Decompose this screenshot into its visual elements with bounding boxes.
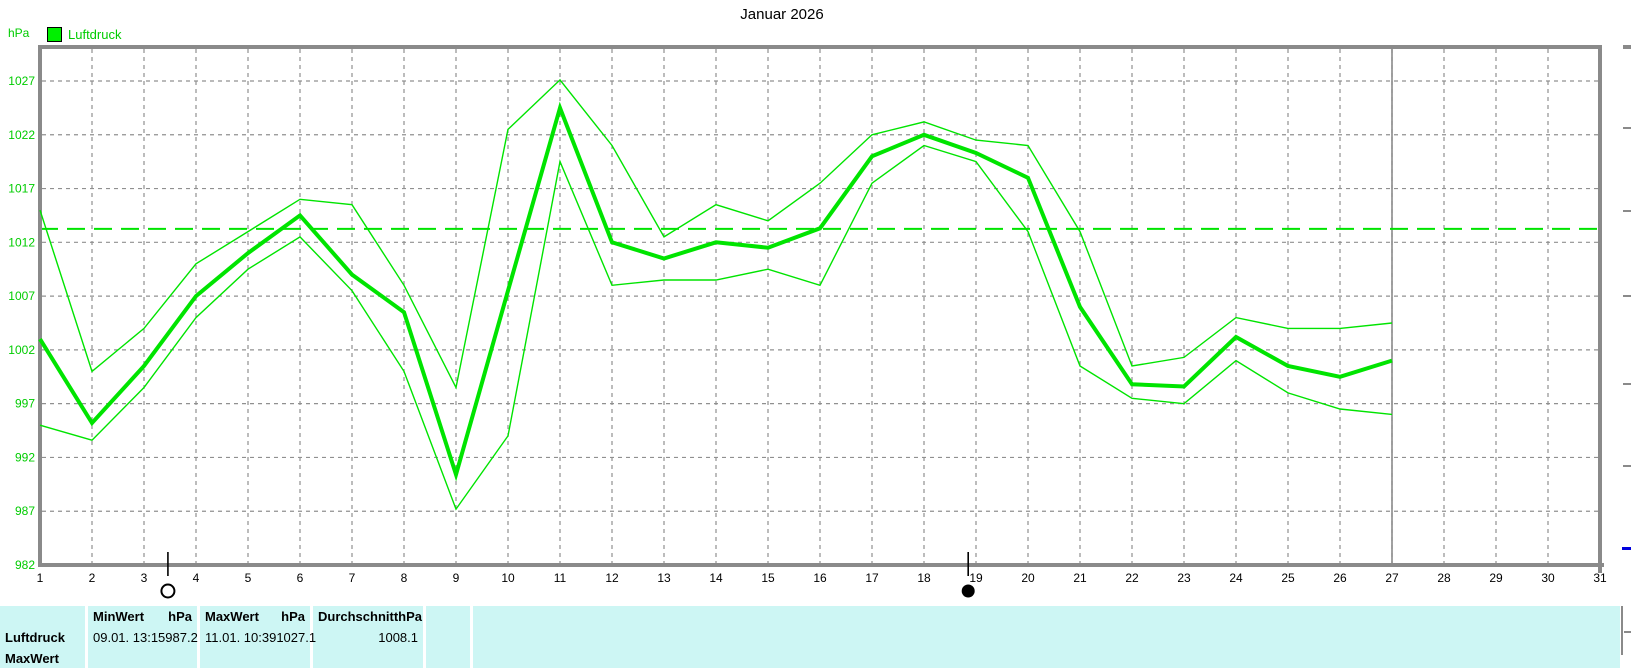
y-tick-label: 1012 [8,235,35,249]
table-header-max: MaxWert hPa [200,609,310,627]
adjacent-chart-fragment [1622,45,1631,550]
x-tick-label: 29 [1489,571,1503,585]
x-tick-label: 30 [1541,571,1555,585]
table-cell-spare [426,606,470,668]
max-value: 1027.1 [276,630,317,645]
x-tick-label: 14 [709,571,723,585]
x-tick-label: 18 [917,571,931,585]
x-tick-label: 19 [969,571,983,585]
moon-phase-full-moon-icon [160,552,176,599]
pressure-tagesmaximum-line [39,78,1393,390]
y-tick-label: 982 [15,558,35,572]
x-tick-label: 8 [401,571,408,585]
x-tick-label: 9 [453,571,460,585]
x-tick-label: 2 [89,571,96,585]
y-tick-label: 1027 [8,74,35,88]
table-value-max: 11.01. 10:39 1027.1 [200,630,316,648]
x-tick-label: 24 [1229,571,1243,585]
x-tick-label: 16 [813,571,827,585]
x-tick-label: 31 [1593,571,1607,585]
table-cell-filler [473,606,1620,668]
x-tick-label: 21 [1073,571,1087,585]
y-tick-label: 992 [15,450,35,464]
legend-swatch-icon [47,27,62,42]
min-header-unit: hPa [168,609,192,624]
y-tick-label: 1022 [8,128,35,142]
x-tick-label: 13 [657,571,671,585]
x-tick-label: 22 [1125,571,1139,585]
min-header-title: MinWert [93,609,145,624]
x-tick-label: 12 [605,571,619,585]
x-tick-label: 26 [1333,571,1347,585]
table-row-label-maxwert: MaxWert [5,651,59,666]
y-tick-label: 1002 [8,343,35,357]
y-axis-labels: 982 987 992 997 1002 1007 1012 1017 1022 1027 [8,74,35,572]
adjacent-table-dash [1624,631,1631,633]
table-value-avg: 1008.1 [313,630,423,648]
y-tick-label: 1017 [8,182,35,196]
legend-label: Luftdruck [68,27,122,42]
x-tick-label: 28 [1437,571,1451,585]
table-value-min: 09.01. 13:15 987.2 [88,630,198,648]
table-end-separator [1621,606,1623,655]
x-tick-label: 1 [37,571,44,585]
max-header-title: MaxWert [205,609,259,624]
x-tick-label: 11 [554,571,567,585]
pressure-durchschnitt-line [38,101,1393,482]
y-tick-label: 987 [15,504,35,518]
x-tick-label: 4 [193,571,200,585]
min-datetime: 09.01. 13:15 [93,630,166,645]
avg-header-title: Durchschnitt [318,609,399,624]
y-tick-label: 1007 [8,289,35,303]
x-tick-label: 15 [761,571,775,585]
x-tick-label: 10 [501,571,515,585]
x-tick-label: 6 [297,571,304,585]
y-axis-unit-label: hPa [8,26,30,40]
x-tick-label: 17 [865,571,879,585]
avg-header-unit: hPa [398,609,423,624]
plot-border [38,45,1604,573]
x-tick-label: 25 [1281,571,1295,585]
max-datetime: 11.01. 10:39 [205,630,277,645]
x-tick-label: 5 [245,571,252,585]
page-title: Januar 2026 [740,6,824,23]
x-tick-label: 27 [1385,571,1399,585]
y-tick-label: 997 [15,397,35,411]
legend: Luftdruck [47,27,121,42]
pressure-chart-page: { "title": "Januar 2026", "unit_label": … [0,6,1631,668]
x-tick-label: 3 [141,571,148,585]
x-tick-label: 20 [1021,571,1035,585]
table-row-label-luftdruck: Luftdruck [5,630,65,645]
x-tick-label: 23 [1177,571,1191,585]
min-value: 987.2 [165,630,198,645]
moon-phase-new-moon-icon [961,552,975,598]
table-header-min: MinWert hPa [88,609,197,627]
x-axis-labels: 1 2 3 4 5 6 7 8 9 10 11 12 13 14 15 16 17 18 19 20 21 22 23 24 2… [37,571,1607,585]
avg-value: 1008.1 [378,630,418,645]
max-header-unit: hPa [281,609,305,624]
table-header-avg: Durchschnitt hPa [313,609,423,627]
grid [42,49,1598,563]
x-tick-label: 7 [349,571,356,585]
pressure-tagesminimum-line [39,144,1393,511]
